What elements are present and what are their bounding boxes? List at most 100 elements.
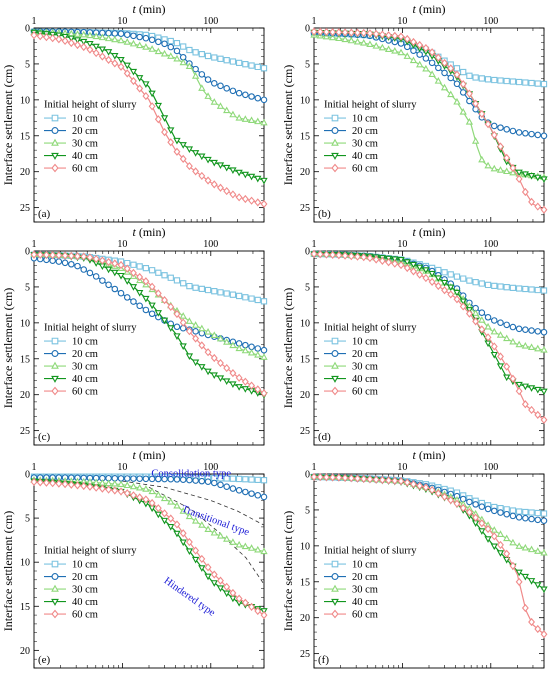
- data-point: [496, 363, 505, 371]
- chart-panel-e: 1 10 100 t (min) 0 5 10 15 20 Interface settlemen…: [1, 448, 268, 669]
- data-point: [465, 309, 473, 318]
- data-point: [509, 323, 517, 331]
- data-point: [192, 334, 200, 343]
- data-point: [260, 493, 268, 501]
- data-point: [167, 138, 175, 147]
- data-point: [216, 375, 225, 382]
- data-point: [223, 475, 230, 482]
- data-point: [478, 280, 485, 287]
- data-point: [86, 41, 94, 48]
- data-point: [68, 260, 75, 268]
- data-point: [354, 474, 361, 483]
- data-point: [42, 250, 50, 260]
- legend-title: Initial height of slurry: [44, 323, 137, 334]
- data-point: [179, 529, 187, 538]
- data-point: [155, 475, 162, 483]
- data-point: [248, 196, 256, 205]
- data-point: [142, 81, 150, 88]
- data-point: [229, 58, 237, 65]
- data-point: [484, 322, 492, 330]
- data-point: [534, 80, 541, 87]
- chart-panel-b: 1 10 100 t (min) 0 5 10 15 20 25 Interface settlem…: [281, 2, 548, 223]
- series-60cm: [310, 472, 548, 639]
- data-point: [217, 289, 224, 296]
- data-point: [416, 51, 423, 58]
- data-point: [49, 479, 57, 488]
- data-point: [198, 341, 206, 350]
- data-point: [130, 491, 137, 500]
- data-point: [154, 289, 162, 298]
- data-point: [136, 302, 143, 310]
- data-point: [496, 166, 505, 173]
- data-point: [453, 289, 461, 297]
- data-point: [459, 302, 467, 311]
- data-point: [167, 523, 175, 531]
- data-point: [248, 295, 255, 302]
- data-point: [229, 167, 237, 175]
- data-point: [527, 545, 536, 553]
- data-point: [223, 338, 231, 345]
- data-point: [453, 273, 461, 280]
- data-point: [534, 202, 542, 211]
- data-point: [428, 59, 436, 67]
- data-point: [403, 259, 411, 266]
- data-point: [521, 171, 530, 178]
- x-tick-label: 100: [203, 239, 218, 250]
- data-point: [503, 321, 510, 329]
- legend-title: Initial height of slurry: [44, 546, 137, 557]
- legend-label: 40 cm: [72, 374, 98, 385]
- x-tick-label: 1: [32, 16, 37, 27]
- data-point: [160, 517, 169, 525]
- y-tick-label: 15: [20, 131, 30, 142]
- data-point: [466, 97, 473, 105]
- data-point: [472, 501, 479, 508]
- data-point: [378, 256, 386, 265]
- legend-item: 10 cm: [324, 114, 378, 125]
- data-point: [80, 252, 88, 261]
- data-point: [185, 327, 193, 336]
- data-point: [422, 273, 430, 283]
- data-point: [136, 75, 144, 82]
- data-point: [260, 199, 268, 209]
- data-point: [185, 317, 194, 324]
- data-point: [540, 205, 548, 214]
- data-point: [254, 345, 262, 352]
- data-point: [124, 259, 131, 267]
- legend-marker: [331, 584, 339, 592]
- data-point: [167, 302, 175, 311]
- data-point: [223, 535, 231, 542]
- data-point: [229, 341, 237, 349]
- series-line: [313, 476, 545, 590]
- data-point: [130, 76, 137, 86]
- legend-label: 40 cm: [352, 597, 378, 608]
- data-point: [179, 476, 187, 484]
- legend-label: 20 cm: [352, 126, 378, 137]
- data-point: [185, 353, 194, 361]
- data-point: [92, 254, 100, 264]
- data-point: [422, 64, 430, 72]
- data-point: [223, 57, 230, 64]
- data-point: [503, 510, 510, 518]
- data-point: [173, 147, 181, 156]
- data-point: [99, 277, 106, 284]
- data-point: [521, 341, 530, 349]
- data-point: [522, 129, 529, 137]
- series-60cm: [30, 31, 268, 209]
- y-axis-title: Interface settlement (cm): [281, 65, 295, 186]
- data-point: [117, 62, 125, 71]
- data-point: [260, 610, 268, 620]
- data-point: [515, 129, 523, 136]
- data-point: [447, 271, 454, 278]
- data-point: [527, 173, 536, 180]
- legend-marker: [331, 138, 339, 146]
- data-point: [354, 28, 361, 37]
- data-point: [42, 33, 50, 42]
- data-point: [186, 476, 193, 484]
- data-point: [521, 573, 530, 581]
- data-point: [472, 99, 480, 108]
- legend-marker: [51, 598, 59, 606]
- data-point: [434, 281, 442, 291]
- data-point: [241, 542, 250, 550]
- data-point: [161, 272, 168, 279]
- data-point: [80, 481, 88, 491]
